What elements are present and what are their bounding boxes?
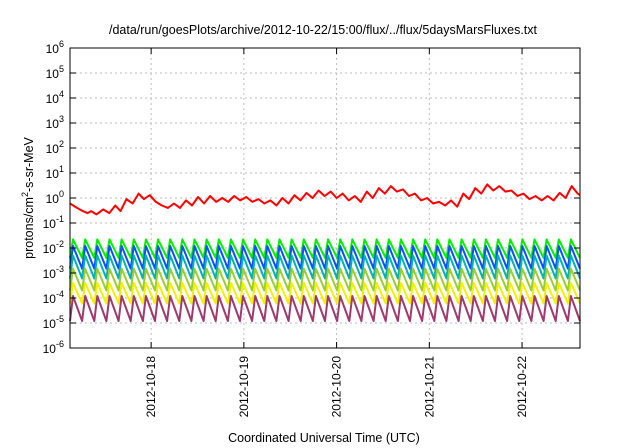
series-line-2 xyxy=(69,238,581,259)
y-tick-label: 102 xyxy=(46,139,64,156)
y-tick-label: 10-5 xyxy=(43,314,64,331)
plot-frame xyxy=(69,47,581,349)
x-tick-label: 2012-10-19 xyxy=(237,356,251,418)
x-tick-label: 2012-10-22 xyxy=(515,356,529,418)
series-line-7 xyxy=(69,295,581,322)
y-tick-label: 10-6 xyxy=(43,339,64,356)
x-tick-label: 2012-10-20 xyxy=(330,356,344,418)
y-axis-label: protons/cm2-s-sr-MeV xyxy=(20,136,36,258)
series-layer xyxy=(69,183,581,322)
x-tick-label: 2012-10-18 xyxy=(144,356,158,418)
x-tick-label: 2012-10-21 xyxy=(422,356,436,418)
y-tick-label: 106 xyxy=(46,39,64,56)
y-tick-label: 10-2 xyxy=(43,239,64,256)
y-tick-label: 101 xyxy=(46,164,64,181)
axes: 10-6 10-5 10-4 10-3 10-2 10-1 100 101 102 103 104 1… xyxy=(43,39,580,417)
y-tick-label: 100 xyxy=(46,189,64,206)
series-line-6 xyxy=(69,281,581,305)
series-line-3 xyxy=(69,245,581,270)
x-axis-label: Coordinated Universal Time (UTC) xyxy=(228,431,420,445)
y-tick-label: 10-3 xyxy=(43,264,64,281)
y-tick-label: 10-4 xyxy=(43,289,64,306)
series-line-5 xyxy=(69,267,581,292)
y-tick-label: 10-1 xyxy=(43,214,64,231)
y-tick-label: 104 xyxy=(46,89,64,106)
series-line-1 xyxy=(69,183,581,216)
y-tick-label: 103 xyxy=(46,114,64,131)
chart-title: /data/run/goesPlots/archive/2012-10-22/1… xyxy=(109,23,538,37)
series-line-4 xyxy=(69,254,581,280)
y-tick-label: 105 xyxy=(46,64,64,81)
